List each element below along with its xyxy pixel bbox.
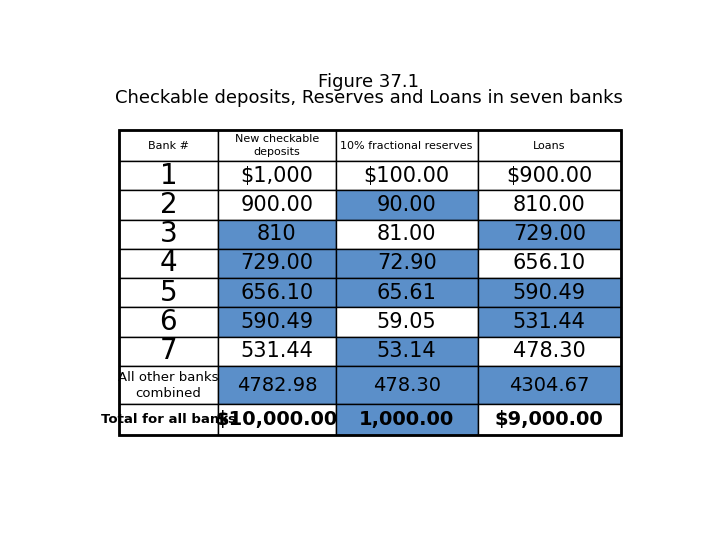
Text: 478.30: 478.30 — [513, 341, 585, 361]
Bar — [336, 190, 478, 220]
Bar — [119, 130, 218, 161]
Bar — [218, 366, 336, 404]
Text: 729.00: 729.00 — [513, 224, 586, 244]
Text: 6: 6 — [160, 308, 177, 336]
Text: 10% fractional reserves: 10% fractional reserves — [341, 140, 473, 151]
Bar — [336, 130, 478, 161]
Text: 590.49: 590.49 — [240, 312, 313, 332]
Text: Loans: Loans — [533, 140, 566, 151]
Text: 90.00: 90.00 — [377, 195, 436, 215]
Text: Total for all banks: Total for all banks — [101, 413, 236, 426]
Bar — [478, 336, 621, 366]
Text: 4782.98: 4782.98 — [237, 376, 317, 395]
Bar — [119, 130, 621, 435]
Bar — [218, 404, 336, 435]
Bar — [218, 130, 336, 161]
Text: 7: 7 — [160, 338, 177, 365]
Text: 65.61: 65.61 — [377, 283, 436, 303]
Bar — [478, 161, 621, 190]
Bar — [478, 366, 621, 404]
Bar — [478, 220, 621, 249]
Bar — [218, 249, 336, 278]
Bar — [336, 307, 478, 336]
Bar — [218, 161, 336, 190]
Bar — [336, 278, 478, 307]
Text: 4304.67: 4304.67 — [509, 376, 590, 395]
Text: New checkable
deposits: New checkable deposits — [235, 134, 319, 157]
Bar — [119, 366, 218, 404]
Bar — [119, 220, 218, 249]
Bar — [218, 278, 336, 307]
Bar — [478, 249, 621, 278]
Bar — [218, 190, 336, 220]
Text: 81.00: 81.00 — [377, 224, 436, 244]
Text: All other banks
combined: All other banks combined — [118, 370, 219, 400]
Bar — [119, 336, 218, 366]
Text: 810.00: 810.00 — [513, 195, 585, 215]
Text: Checkable deposits, Reserves and Loans in seven banks: Checkable deposits, Reserves and Loans i… — [115, 89, 623, 107]
Text: 900.00: 900.00 — [240, 195, 313, 215]
Bar — [119, 307, 218, 336]
Text: $100.00: $100.00 — [364, 166, 450, 186]
Bar — [119, 161, 218, 190]
Text: 1: 1 — [160, 161, 177, 190]
Bar — [478, 404, 621, 435]
Text: $9,000.00: $9,000.00 — [495, 410, 603, 429]
Bar — [119, 404, 218, 435]
Bar — [218, 336, 336, 366]
Bar — [478, 190, 621, 220]
Bar — [336, 220, 478, 249]
Bar — [478, 130, 621, 161]
Bar — [336, 366, 478, 404]
Text: $10,000.00: $10,000.00 — [216, 410, 338, 429]
Bar — [336, 161, 478, 190]
Text: Figure 37.1: Figure 37.1 — [318, 73, 420, 91]
Bar — [218, 220, 336, 249]
Text: 729.00: 729.00 — [240, 253, 313, 273]
Text: 478.30: 478.30 — [373, 376, 441, 395]
Text: 656.10: 656.10 — [240, 283, 313, 303]
Text: $1,000: $1,000 — [240, 166, 313, 186]
Text: 1,000.00: 1,000.00 — [359, 410, 454, 429]
Text: 53.14: 53.14 — [377, 341, 436, 361]
Bar — [478, 307, 621, 336]
Text: 4: 4 — [160, 249, 177, 278]
Bar — [119, 249, 218, 278]
Text: 590.49: 590.49 — [513, 283, 586, 303]
Text: 5: 5 — [160, 279, 177, 307]
Text: 59.05: 59.05 — [377, 312, 436, 332]
Bar — [119, 190, 218, 220]
Text: 531.44: 531.44 — [240, 341, 313, 361]
Text: $900.00: $900.00 — [506, 166, 593, 186]
Bar — [336, 404, 478, 435]
Text: 2: 2 — [160, 191, 177, 219]
Bar — [336, 336, 478, 366]
Bar — [119, 278, 218, 307]
Text: Bank #: Bank # — [148, 140, 189, 151]
Bar — [336, 249, 478, 278]
Bar — [478, 278, 621, 307]
Text: 3: 3 — [160, 220, 177, 248]
Text: 810: 810 — [257, 224, 297, 244]
Text: 531.44: 531.44 — [513, 312, 586, 332]
Text: 656.10: 656.10 — [513, 253, 586, 273]
Text: 72.90: 72.90 — [377, 253, 436, 273]
Bar — [218, 307, 336, 336]
